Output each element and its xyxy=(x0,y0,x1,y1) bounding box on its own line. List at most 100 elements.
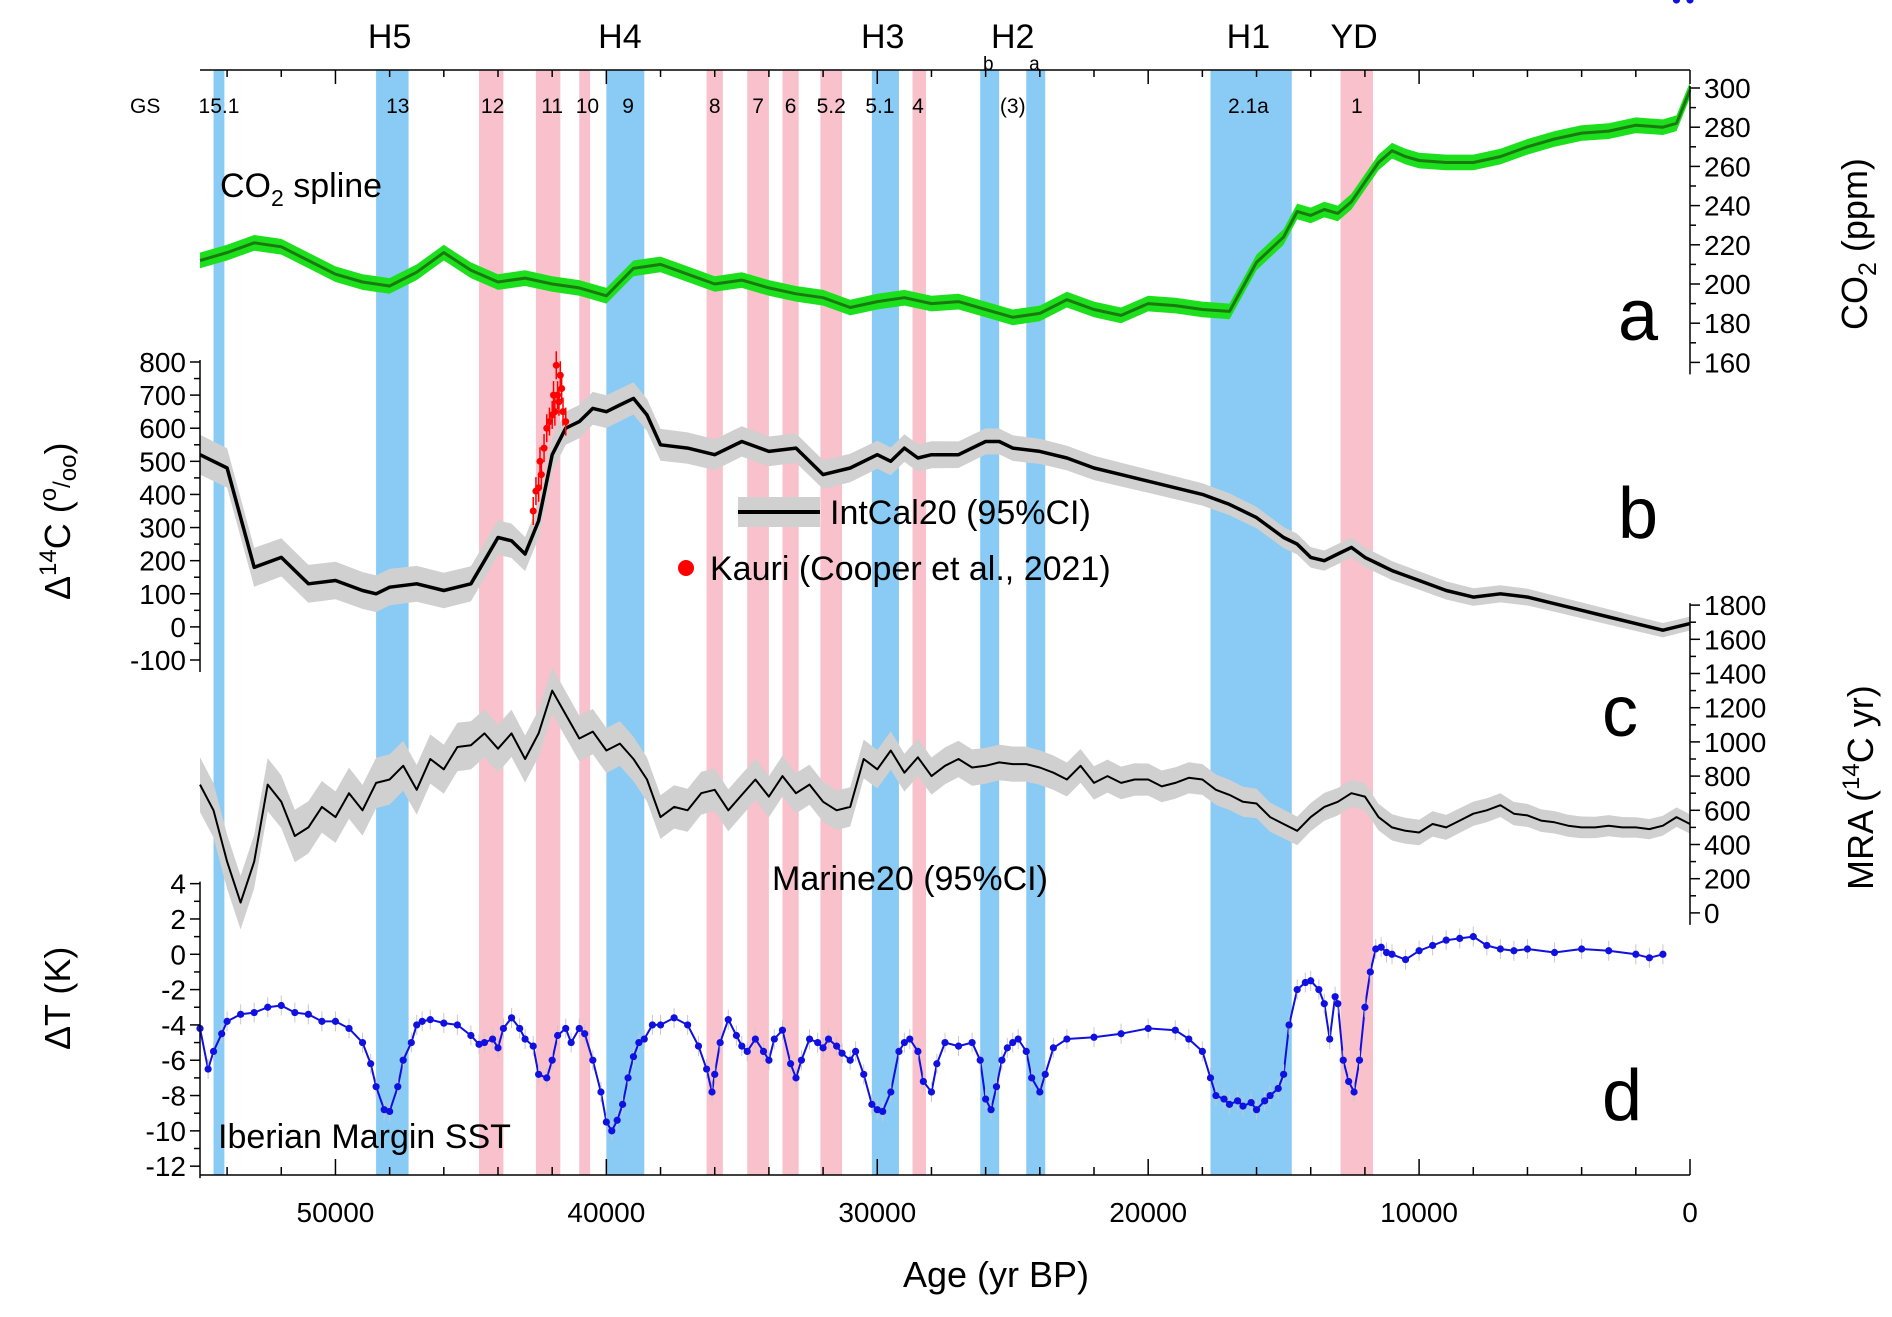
sst-point xyxy=(358,1038,367,1047)
sst-point xyxy=(1261,1097,1269,1105)
sst-point xyxy=(543,1074,551,1082)
sst-point xyxy=(751,1035,759,1043)
panel-b-y-tick-label: 300 xyxy=(139,513,186,544)
event-label-H2: H2 xyxy=(991,18,1034,56)
sst-point xyxy=(1659,950,1667,958)
sst-point xyxy=(304,1010,312,1018)
stadial-band-11 xyxy=(912,70,927,1175)
stadial-band-2 xyxy=(479,70,504,1175)
series-layer xyxy=(196,0,1694,1141)
kauri-point xyxy=(554,391,562,399)
sst-point xyxy=(467,1031,475,1040)
x-tick-label: 30000 xyxy=(838,1197,916,1228)
sst-point xyxy=(1496,945,1504,953)
panel-a-y-tick-label: 220 xyxy=(1704,230,1751,261)
sst-point xyxy=(453,1021,461,1029)
sst-point xyxy=(743,1047,751,1055)
stadial-band-3 xyxy=(535,70,561,1175)
sst-point xyxy=(838,1049,846,1057)
kauri-point xyxy=(540,444,548,452)
sst-point xyxy=(860,1070,868,1078)
panel-d-y-tick-label: -8 xyxy=(161,1081,186,1112)
sst-point xyxy=(1415,947,1423,955)
sst-point xyxy=(426,1016,434,1024)
sst-point xyxy=(765,1056,773,1064)
sst-point xyxy=(1185,1035,1193,1043)
sst-point xyxy=(1510,947,1518,955)
sst-point xyxy=(407,1038,415,1047)
sst-point xyxy=(1049,1044,1057,1052)
stadial-band-0 xyxy=(213,70,225,1175)
sst-point xyxy=(386,1107,394,1116)
sst-point xyxy=(264,1003,272,1011)
gs-label: 6 xyxy=(785,95,797,118)
sst-point xyxy=(797,1056,806,1064)
panel-a-y-tick-label: 280 xyxy=(1704,112,1751,143)
stadial-band-15 xyxy=(1340,70,1374,1175)
panel-b-axis-title: Δ14C (o/oo) xyxy=(35,443,82,600)
stadial-band-9 xyxy=(820,70,843,1175)
sst-point xyxy=(1686,0,1694,4)
sst-point xyxy=(567,1038,575,1047)
sst-point xyxy=(1442,936,1450,944)
stadial-band-8 xyxy=(782,70,799,1175)
panel-a-y-tick-label: 200 xyxy=(1704,269,1751,300)
stadial-band-13 xyxy=(1026,70,1046,1175)
sst-point xyxy=(367,1060,375,1068)
sst-point xyxy=(846,1056,854,1064)
panel-c-ci-band xyxy=(200,667,1690,930)
sst-point xyxy=(277,1001,285,1010)
panel-a-ci-band xyxy=(200,82,1690,326)
sst-point xyxy=(656,1021,665,1029)
kauri-point xyxy=(556,371,564,379)
sst-point xyxy=(1090,1033,1098,1041)
sst-point xyxy=(1331,993,1339,1001)
legend-kauri-marker xyxy=(678,560,694,576)
sst-point xyxy=(624,1074,632,1082)
gs-label: 8 xyxy=(709,95,721,118)
sst-point xyxy=(291,1008,299,1017)
sst-point xyxy=(1469,933,1477,941)
sst-point xyxy=(1339,1056,1347,1064)
kauri-point xyxy=(551,408,559,416)
sst-point xyxy=(535,1070,543,1078)
sst-point xyxy=(613,1116,621,1124)
stadial-band-7 xyxy=(747,70,769,1175)
sst-point xyxy=(499,1024,508,1033)
sst-point xyxy=(992,1083,1001,1091)
sst-point xyxy=(475,1040,483,1048)
sst-point xyxy=(1334,1000,1342,1008)
panel-b-y-tick-label: -100 xyxy=(130,645,186,676)
gs-label: 5.1 xyxy=(865,95,894,118)
sst-point xyxy=(488,1035,497,1043)
sst-point xyxy=(589,1056,597,1064)
x-tick-label: 10000 xyxy=(1380,1197,1458,1228)
kauri-point xyxy=(558,384,566,392)
panel-c-y-tick-label: 800 xyxy=(1704,761,1751,792)
sst-point xyxy=(413,1021,421,1029)
sst-point xyxy=(548,1056,556,1064)
sst-point xyxy=(1293,986,1301,994)
sst-point xyxy=(648,1021,657,1029)
x-tick-label: 50000 xyxy=(297,1197,375,1228)
panel-d-letter: d xyxy=(1602,1056,1642,1136)
sst-point xyxy=(345,1024,353,1033)
sst-point xyxy=(575,1024,583,1033)
sst-point xyxy=(879,1107,887,1116)
x-axis-title: Age (yr BP) xyxy=(903,1254,1089,1295)
sst-point xyxy=(494,1044,502,1052)
sst-point xyxy=(1233,1097,1242,1105)
gs-label: 15.1 xyxy=(199,95,240,118)
legend-intcal-label: IntCal20 (95%CI) xyxy=(830,494,1091,532)
kauri-point xyxy=(535,484,543,492)
kauri-point xyxy=(545,418,553,426)
sst-point xyxy=(1382,948,1391,957)
sst-point xyxy=(1361,1003,1369,1011)
stadial-band-4 xyxy=(579,70,591,1175)
stadial-band-14 xyxy=(1210,70,1292,1175)
gs-label: 10 xyxy=(576,95,599,118)
sst-point xyxy=(440,1019,448,1027)
sst-point xyxy=(418,1017,426,1025)
sst-point xyxy=(941,1038,949,1047)
sst-point xyxy=(814,1038,822,1047)
